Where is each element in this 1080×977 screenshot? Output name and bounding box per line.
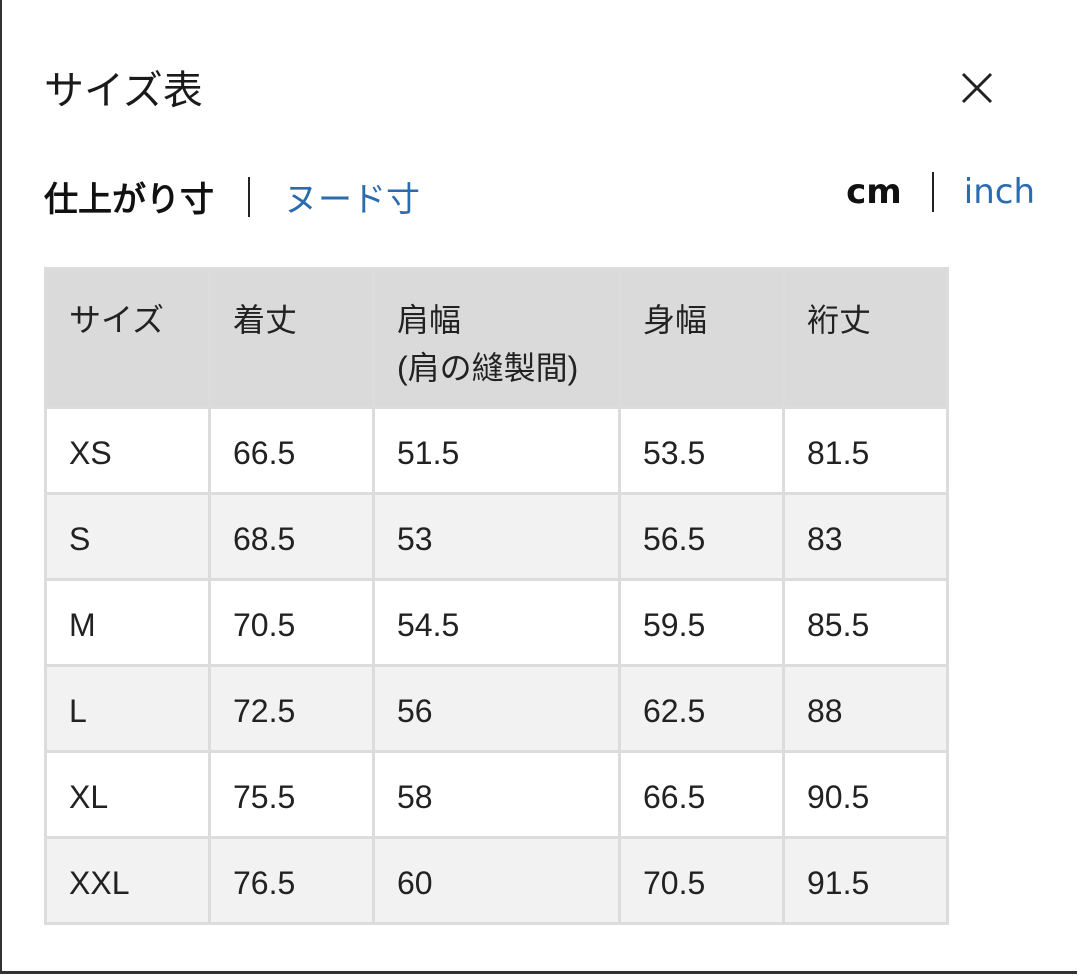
table-header-row: サイズ 着丈 肩幅 (肩の縫製間) 身幅 裄丈 <box>44 267 949 409</box>
header-chest: 身幅 <box>618 267 785 409</box>
header-size: サイズ <box>44 267 211 409</box>
table-cell: 70.5 <box>618 836 785 925</box>
header-length: 着丈 <box>208 267 375 409</box>
table-cell: S <box>44 492 211 581</box>
table-row: S 68.5 53 56.5 83 <box>44 492 949 581</box>
table-cell: 62.5 <box>618 664 785 753</box>
close-button[interactable] <box>955 66 999 110</box>
modal-title: サイズ表 <box>44 68 203 114</box>
table-row: M 70.5 54.5 59.5 85.5 <box>44 578 949 667</box>
tab-body-size[interactable]: ヌード寸 <box>284 180 420 220</box>
divider <box>248 176 250 217</box>
tab-finished-size[interactable]: 仕上がり寸 <box>44 180 214 220</box>
table-cell: 51.5 <box>372 406 621 495</box>
table-cell: 59.5 <box>618 578 785 667</box>
table-cell: 66.5 <box>618 750 785 839</box>
table-cell: XXL <box>44 836 211 925</box>
unit-cm[interactable]: cm <box>846 172 902 212</box>
table-cell: 53.5 <box>618 406 785 495</box>
table-cell: 88 <box>782 664 949 753</box>
table-cell: 56 <box>372 664 621 753</box>
unit-inch[interactable]: inch <box>963 172 1035 212</box>
table-cell: 54.5 <box>372 578 621 667</box>
table-cell: 56.5 <box>618 492 785 581</box>
table-cell: 68.5 <box>208 492 375 581</box>
table-row: XL 75.5 58 66.5 90.5 <box>44 750 949 839</box>
table-row: L 72.5 56 62.5 88 <box>44 664 949 753</box>
unit-tabs: cm inch <box>846 172 1035 212</box>
measurement-tabs: 仕上がり寸 ヌード寸 <box>44 172 420 221</box>
table-row: XS 66.5 51.5 53.5 81.5 <box>44 406 949 495</box>
header-shoulder: 肩幅 (肩の縫製間) <box>372 267 621 409</box>
table-cell: 70.5 <box>208 578 375 667</box>
table-cell: 75.5 <box>208 750 375 839</box>
table-cell: 72.5 <box>208 664 375 753</box>
table-cell: 81.5 <box>782 406 949 495</box>
table-cell: 83 <box>782 492 949 581</box>
table-cell: L <box>44 664 211 753</box>
divider <box>931 172 934 212</box>
table-cell: 90.5 <box>782 750 949 839</box>
table-cell: 66.5 <box>208 406 375 495</box>
table-row: XXL 76.5 60 70.5 91.5 <box>44 836 949 925</box>
table-cell: 91.5 <box>782 836 949 925</box>
table-cell: 60 <box>372 836 621 925</box>
close-icon <box>961 72 993 104</box>
header-shoulder-label: 肩幅 <box>397 302 462 338</box>
table-cell: XS <box>44 406 211 495</box>
table-cell: 85.5 <box>782 578 949 667</box>
table-cell: 53 <box>372 492 621 581</box>
header-shoulder-sub: (肩の縫製間) <box>397 350 579 386</box>
table-cell: M <box>44 578 211 667</box>
header-sleeve: 裄丈 <box>782 267 949 409</box>
table-cell: 58 <box>372 750 621 839</box>
table-cell: 76.5 <box>208 836 375 925</box>
table-cell: XL <box>44 750 211 839</box>
size-table: サイズ 着丈 肩幅 (肩の縫製間) 身幅 裄丈 XS 66.5 51.5 53.5 81.… <box>44 267 949 925</box>
